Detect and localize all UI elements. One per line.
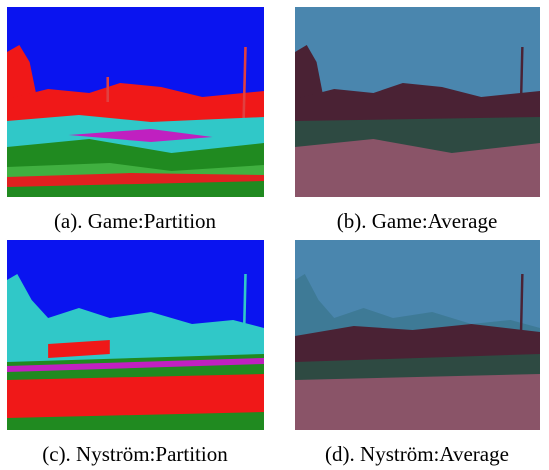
caption: (c). Nyström:Partition bbox=[42, 442, 228, 466]
panel-image bbox=[295, 240, 540, 430]
caption: (d). Nyström:Average bbox=[325, 442, 509, 466]
caption: (b). Game:Average bbox=[337, 209, 498, 233]
panel-image bbox=[7, 7, 264, 197]
caption: (a). Game:Partition bbox=[54, 209, 217, 233]
panel-image bbox=[295, 7, 540, 197]
figure: (a). Game:Partition (b). Game:Average (c… bbox=[0, 0, 549, 470]
image-region bbox=[295, 374, 540, 430]
panel-image bbox=[7, 240, 264, 430]
image-region bbox=[295, 139, 540, 197]
